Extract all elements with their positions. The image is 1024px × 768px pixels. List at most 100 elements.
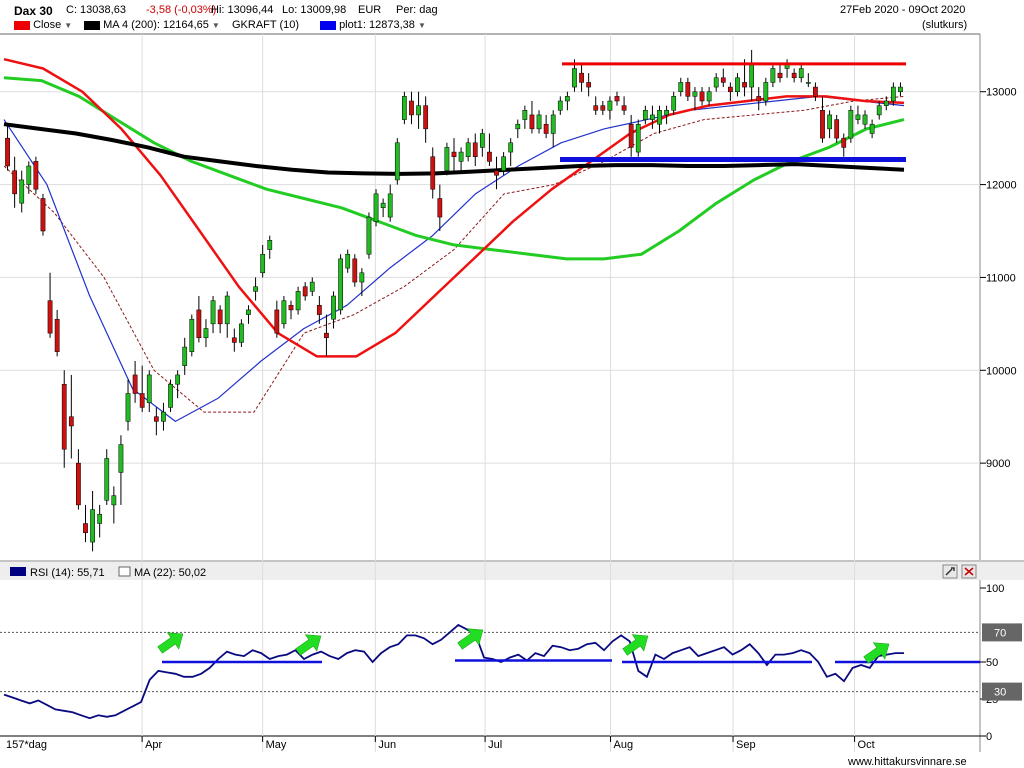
candle [579, 63, 584, 92]
candle [295, 286, 301, 315]
candle-body [331, 295, 336, 320]
month-tick-label: Jun [378, 739, 396, 751]
candle-body [189, 318, 195, 352]
candle-body [260, 253, 266, 274]
candle [359, 268, 365, 296]
currency-label: EUR [358, 4, 382, 16]
candle [458, 147, 464, 171]
legend-close[interactable]: Close ▼ [14, 19, 72, 31]
chevron-down-icon[interactable]: ▼ [211, 21, 220, 30]
candle [217, 305, 223, 334]
rsi-tick-label: 50 [986, 657, 998, 669]
candle-body [76, 462, 81, 506]
candle [600, 101, 606, 115]
candle-body [97, 513, 103, 524]
candle-body [224, 295, 230, 325]
close-value: C: 13038,63 [66, 4, 126, 16]
candle [834, 114, 840, 143]
candle [529, 101, 535, 134]
candle-body [61, 383, 67, 450]
candle [253, 277, 258, 301]
close-icon[interactable] [961, 564, 977, 579]
candle [231, 328, 237, 352]
candle [267, 235, 273, 259]
candle-body [394, 142, 400, 181]
green-arrow-icon [622, 634, 649, 656]
candle [472, 133, 478, 166]
candle-body [5, 137, 10, 167]
candle-body [430, 156, 436, 190]
candle-body [125, 393, 131, 422]
wrench-icon[interactable] [942, 564, 958, 579]
legend-plot1[interactable]: plot1: 12873,38 ▼ [320, 19, 426, 31]
candle [338, 254, 343, 315]
candle [692, 87, 698, 111]
candle-body [550, 114, 556, 134]
candle-body [19, 179, 25, 204]
candle-body [671, 96, 677, 111]
chevron-down-icon[interactable]: ▼ [64, 21, 73, 30]
candle [444, 142, 450, 176]
chevron-down-icon[interactable]: ▼ [417, 21, 426, 30]
candle-body [798, 68, 804, 79]
candle-body [373, 193, 379, 222]
rsi-line [3, 623, 904, 720]
candle-body [458, 151, 464, 162]
candle [728, 82, 733, 101]
candle-body [763, 82, 769, 102]
candle-body [855, 114, 861, 120]
candle [869, 119, 875, 139]
candle-body [501, 156, 506, 171]
candle [777, 63, 783, 83]
candle-body [515, 123, 521, 130]
candle [83, 504, 88, 543]
candle-body [295, 291, 301, 311]
candle [168, 379, 173, 413]
candle [720, 68, 726, 88]
candle-body [352, 258, 358, 283]
candle [550, 110, 556, 148]
candle [791, 68, 797, 83]
candle [671, 91, 677, 115]
legend-ma[interactable]: MA 4 (200): 12164,65 ▼ [84, 19, 220, 31]
candle [118, 435, 124, 505]
candle-body [118, 444, 124, 473]
candle-body [451, 151, 457, 157]
candle [784, 59, 790, 78]
candle-body [777, 72, 783, 79]
candle [324, 314, 329, 357]
candle [387, 184, 393, 222]
price-tick-label: 11000 [986, 272, 1016, 284]
candle [813, 82, 818, 101]
candle [175, 370, 180, 399]
candle [68, 374, 74, 459]
candle-body [720, 77, 726, 83]
candle-body [168, 383, 173, 408]
candle-body [345, 253, 351, 269]
candle-body [890, 86, 896, 102]
rsi-level-label: 30 [994, 687, 1006, 699]
candle-body [387, 193, 393, 218]
legend-gkraft[interactable]: GKRAFT (10) [232, 19, 300, 31]
candle-body [196, 309, 202, 339]
rsi-legend: RSI (14): 55,71 [30, 567, 105, 579]
candle [543, 114, 549, 139]
rsi-header-bar [0, 562, 1024, 580]
candle [827, 110, 832, 139]
candle-body [359, 272, 365, 283]
candle [465, 138, 471, 162]
candle [501, 152, 506, 176]
candle-body [735, 77, 740, 92]
candle [90, 491, 95, 552]
candle-body [139, 393, 145, 408]
candle [820, 96, 825, 143]
candle [316, 296, 322, 324]
rsi-level-label: 70 [994, 627, 1006, 639]
candle [635, 119, 641, 157]
candle-body [813, 86, 818, 97]
candle-body [210, 300, 216, 325]
candle [111, 486, 117, 524]
candle [97, 504, 103, 538]
candle-body [487, 151, 492, 162]
